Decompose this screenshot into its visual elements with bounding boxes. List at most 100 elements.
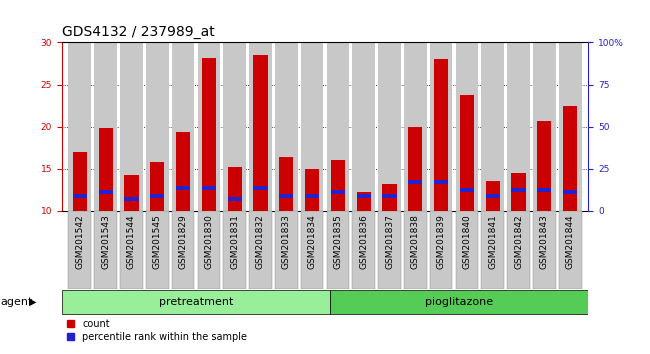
Bar [326,42,349,211]
Bar [434,59,448,211]
Bar [254,186,268,190]
Bar [146,42,168,211]
Bar [99,128,112,211]
FancyBboxPatch shape [94,211,117,289]
FancyBboxPatch shape [275,211,298,289]
Text: GSM201839: GSM201839 [437,215,446,269]
FancyBboxPatch shape [352,211,375,289]
Legend: count, percentile rank within the sample: count, percentile rank within the sample [66,319,247,342]
Bar [482,42,504,211]
FancyBboxPatch shape [146,211,168,289]
Bar [124,197,138,200]
Text: GSM201844: GSM201844 [566,215,575,269]
Bar [378,42,401,211]
Text: GSM201830: GSM201830 [204,215,213,269]
Bar [280,194,293,198]
Bar [202,186,216,190]
FancyBboxPatch shape [224,211,246,289]
Bar [559,42,582,211]
Text: pretreatment: pretreatment [159,297,233,307]
Text: GSM201545: GSM201545 [153,215,162,269]
Bar [538,121,551,211]
Text: GSM201832: GSM201832 [256,215,265,269]
Text: GSM201542: GSM201542 [75,215,84,269]
Bar [301,42,324,211]
Bar [99,190,112,194]
Bar [357,194,370,198]
Text: GSM201841: GSM201841 [488,215,497,269]
FancyBboxPatch shape [198,211,220,289]
Bar [331,160,345,211]
Text: ▶: ▶ [29,297,37,307]
Text: GSM201837: GSM201837 [385,215,394,269]
Bar [227,167,242,211]
Bar [357,192,370,211]
Bar [73,194,87,198]
Bar [331,190,345,194]
Bar [434,180,448,184]
Bar [408,127,422,211]
Bar [382,184,396,211]
Bar [512,188,526,192]
FancyBboxPatch shape [249,211,272,289]
Bar [176,132,190,211]
Bar [305,169,319,211]
Bar [330,290,588,314]
Text: GSM201843: GSM201843 [540,215,549,269]
FancyBboxPatch shape [456,211,478,289]
FancyBboxPatch shape [301,211,324,289]
Text: GSM201544: GSM201544 [127,215,136,269]
Bar [150,194,164,198]
Text: GDS4132 / 237989_at: GDS4132 / 237989_at [62,25,214,39]
FancyBboxPatch shape [326,211,349,289]
Bar [275,42,298,211]
Bar [404,42,426,211]
Bar [62,290,330,314]
FancyBboxPatch shape [404,211,426,289]
Text: GSM201838: GSM201838 [411,215,420,269]
Bar [352,42,375,211]
Bar [202,58,216,211]
Bar [486,181,500,211]
Bar [172,42,194,211]
Bar [249,42,272,211]
FancyBboxPatch shape [507,211,530,289]
FancyBboxPatch shape [482,211,504,289]
FancyBboxPatch shape [533,211,556,289]
Text: GSM201840: GSM201840 [462,215,471,269]
Bar [563,106,577,211]
FancyBboxPatch shape [378,211,401,289]
Bar [456,42,478,211]
Text: agent: agent [0,297,32,307]
Bar [73,152,87,211]
Bar [124,175,138,211]
FancyBboxPatch shape [430,211,452,289]
Bar [512,173,526,211]
Bar [563,190,577,194]
Text: GSM201836: GSM201836 [359,215,368,269]
FancyBboxPatch shape [68,211,91,289]
Text: GSM201829: GSM201829 [179,215,188,269]
Bar [94,42,117,211]
Bar [68,42,91,211]
Text: GSM201831: GSM201831 [230,215,239,269]
Bar [486,194,500,198]
Bar [280,157,293,211]
Text: GSM201543: GSM201543 [101,215,110,269]
Bar [120,42,143,211]
Bar [460,188,474,192]
Bar [150,162,164,211]
FancyBboxPatch shape [120,211,143,289]
Text: GSM201834: GSM201834 [307,215,317,269]
Bar [198,42,220,211]
Text: GSM201842: GSM201842 [514,215,523,269]
Bar [507,42,530,211]
Bar [430,42,452,211]
Bar [533,42,556,211]
Bar [460,95,474,211]
Bar [254,55,268,211]
Bar [538,188,551,192]
FancyBboxPatch shape [559,211,582,289]
Text: GSM201835: GSM201835 [333,215,343,269]
Bar [382,194,396,198]
